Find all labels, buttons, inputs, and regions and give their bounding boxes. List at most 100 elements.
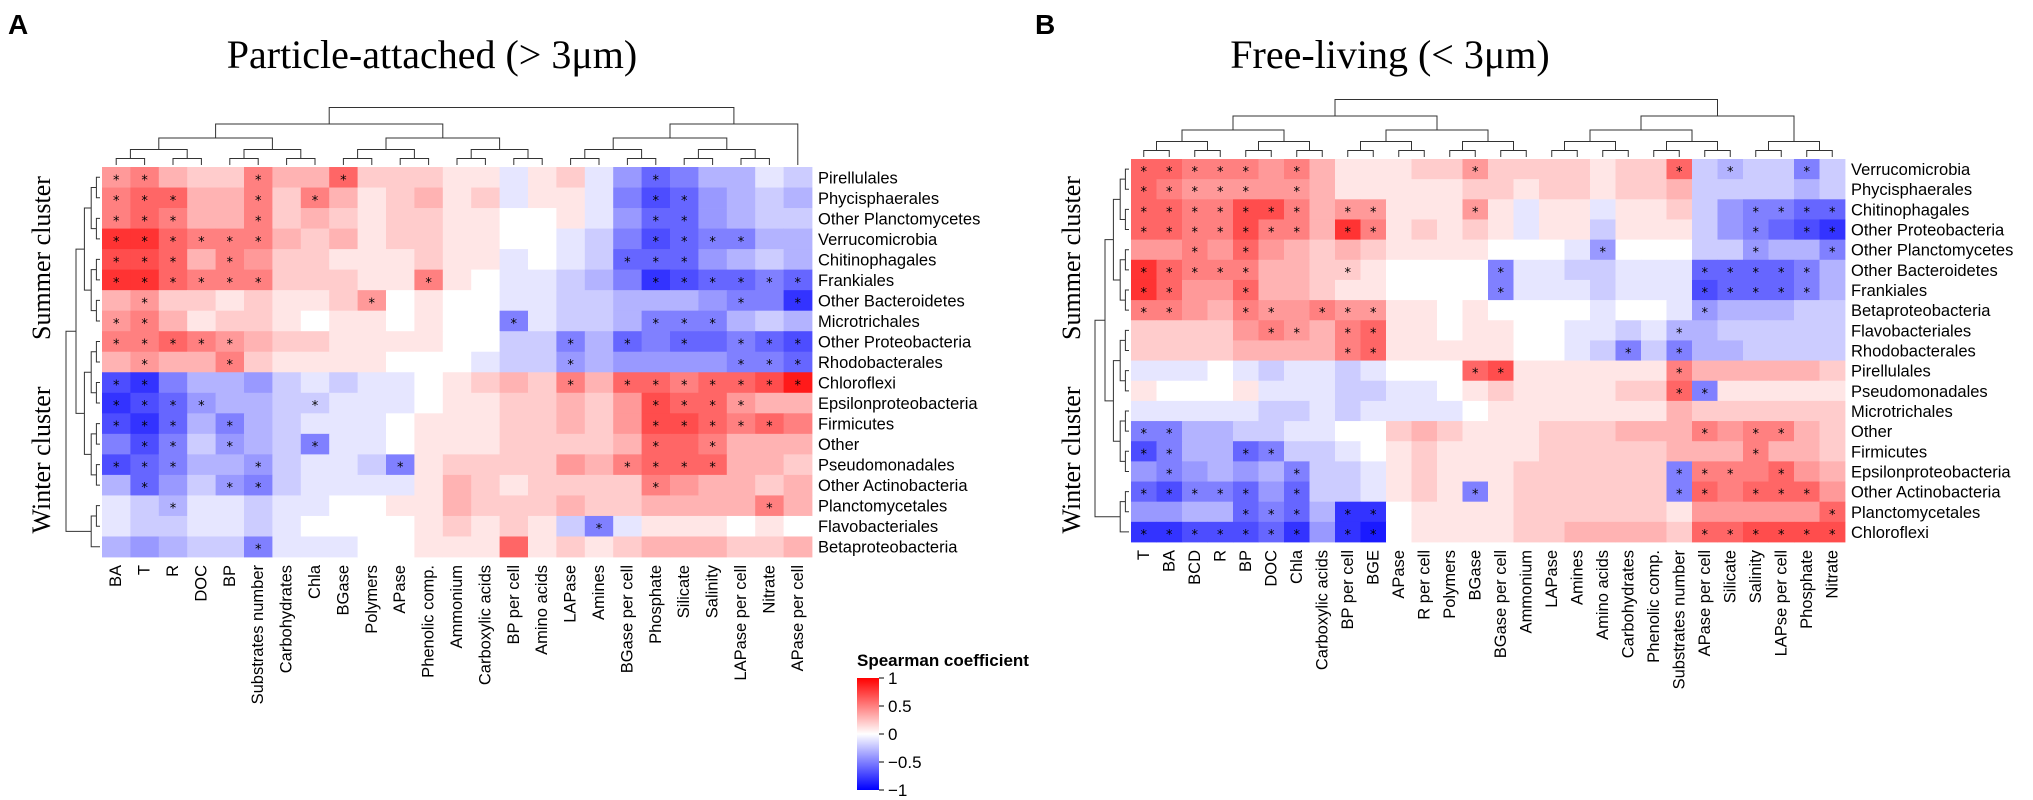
heatmap-cell [1309,320,1336,341]
heatmap-cell [1615,400,1642,422]
significance-marker: * [709,379,716,394]
heatmap-cell [584,392,614,414]
heatmap-cell [1131,521,1157,543]
significance-marker: * [1370,226,1377,241]
significance-marker: * [1243,246,1250,261]
column-label: Amino acids [1594,550,1612,640]
column-dendrogram-link [1258,141,1310,151]
panel-a-row-dendrogram [65,176,100,548]
heatmap-cell [698,413,728,435]
heatmap-cell [1284,239,1310,261]
heatmap-cell [1411,320,1438,341]
significance-marker: * [624,461,631,476]
heatmap-cell [386,310,415,332]
heatmap-cell [1207,360,1234,382]
heatmap-cell [1717,320,1744,341]
heatmap-cell [641,495,671,517]
heatmap-cell [1590,199,1616,220]
heatmap-cell [1462,380,1489,402]
heatmap-cell [1462,259,1489,281]
heatmap-cell [1309,300,1336,321]
column-label: LAPase [1543,550,1561,608]
significance-marker: * [170,194,177,209]
heatmap-cell [1513,340,1540,361]
heatmap-cell [1233,320,1259,341]
heatmap-cell [386,454,415,476]
heatmap-cell [187,290,216,312]
heatmap-cell [1258,219,1285,241]
heatmap-cell [1437,340,1463,361]
heatmap-cell [1156,279,1183,301]
heatmap-cell [1692,239,1718,261]
heatmap-cell [1411,380,1438,402]
column-dendrogram-link [1640,115,1795,142]
row-label: Flavobacteriales [1851,322,1971,340]
heatmap-cell [1666,380,1693,402]
significance-marker: * [1217,528,1224,543]
heatmap-cell [1335,159,1361,180]
heatmap-cell [244,515,273,537]
heatmap-cell [755,454,784,476]
significance-marker: * [1294,326,1301,341]
heatmap-cell [670,536,699,558]
heatmap-cell [1743,521,1769,543]
heatmap-cell [1564,481,1591,503]
heatmap-cell [1131,199,1157,220]
legend-tick-label: −1 [888,781,907,800]
heatmap-cell [1717,199,1744,220]
significance-marker: * [113,461,120,476]
significance-marker: * [1141,185,1148,200]
column-label: BA [107,565,125,587]
heatmap-cell [1488,259,1514,281]
column-dendrogram-link [1245,150,1272,157]
heatmap-cell [528,290,557,312]
heatmap-cell [1462,461,1489,482]
significance-marker: * [1268,306,1275,321]
column-dendrogram-link [328,107,735,124]
heatmap-cell [1819,380,1846,402]
row-dendrogram-link [1112,198,1121,281]
heatmap-cell [613,208,642,229]
significance-marker: * [1804,226,1811,241]
heatmap-cell [244,310,273,332]
significance-marker: * [1829,205,1836,220]
heatmap-cell [1539,279,1565,301]
heatmap-cell [300,167,330,188]
heatmap-cell [1743,199,1769,220]
column-dendrogram-link [612,137,728,150]
heatmap-cell [300,228,330,250]
heatmap-cell [556,290,586,312]
heatmap-cell [1768,400,1795,422]
heatmap-cell [1386,461,1412,482]
significance-marker: * [1702,467,1709,482]
heatmap-cell [783,228,813,250]
heatmap-cell [1182,441,1208,462]
significance-marker: * [709,235,716,250]
heatmap-cell [1615,259,1642,281]
heatmap-cell [556,331,586,353]
significance-marker: * [738,296,745,311]
significance-marker: * [170,235,177,250]
heatmap-cell [1513,400,1540,422]
heatmap-cell [755,249,784,271]
significance-marker: * [1243,528,1250,543]
significance-marker: * [1268,528,1275,543]
column-label: BGase [1466,550,1484,600]
row-dendrogram-link [95,340,100,363]
significance-marker: * [227,420,234,435]
significance-marker: * [653,194,660,209]
heatmap-cell [783,331,813,353]
heatmap-cell [584,167,614,188]
heatmap-cell [244,290,273,312]
heatmap-cell [158,433,188,455]
significance-marker: * [1294,205,1301,220]
heatmap-cell [158,269,188,291]
panel-b-column-dendrogram [1143,99,1833,157]
heatmap-cell [272,392,302,414]
row-label: Chitinophagales [1851,201,1969,219]
heatmap-cell [528,392,557,414]
significance-marker: * [1753,286,1760,301]
heatmap-cell [414,474,444,496]
heatmap-cell [1768,380,1795,402]
heatmap-cell [1692,461,1718,482]
